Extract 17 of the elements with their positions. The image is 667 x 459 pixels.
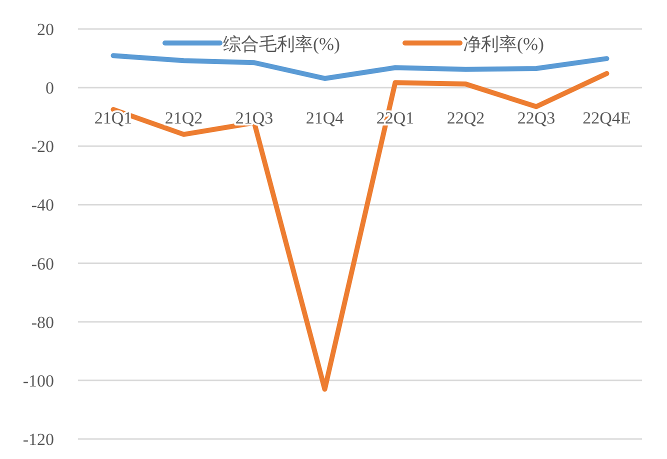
y-tick-label: -100: [22, 371, 54, 390]
x-tick-label: 21Q3: [235, 108, 274, 128]
x-tick-label: 22Q4E: [582, 108, 631, 128]
x-tick-label: 21Q2: [164, 108, 203, 128]
x-tick-label: 22Q3: [517, 108, 556, 128]
y-tick-label: 20: [37, 20, 54, 39]
y-tick-label: 0: [46, 78, 54, 98]
x-tick-label: 21Q1: [94, 108, 132, 128]
y-tick-label: -120: [22, 430, 54, 449]
x-tick-label: 21Q4: [306, 108, 344, 128]
legend-label: 净利率(%): [463, 34, 544, 54]
y-tick-label: -80: [31, 312, 54, 332]
legend-label: 综合毛利率(%): [223, 34, 340, 54]
y-tick-label: -60: [31, 254, 54, 274]
y-tick-label: -20: [31, 137, 54, 156]
x-tick-label: 22Q2: [446, 108, 485, 128]
y-tick-label: -40: [31, 196, 54, 215]
